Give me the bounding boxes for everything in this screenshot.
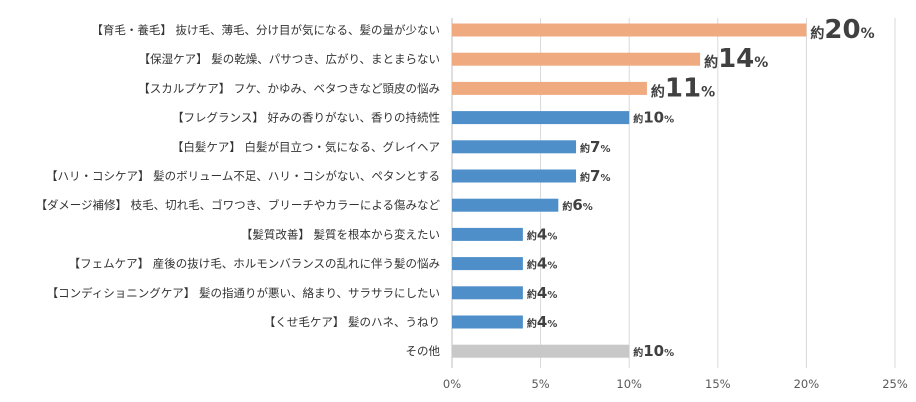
bar-layer xyxy=(452,23,807,358)
category-label: その他 xyxy=(406,344,441,358)
category-label: 【コンディショニングケア】 髪の指通りが悪い、絡まり、サラサラにしたい xyxy=(47,286,440,300)
data-label: 約11% xyxy=(651,73,715,103)
data-label: 約4% xyxy=(527,255,557,273)
x-tick-layer: 0% 5% 10% 15% 20% 25% xyxy=(443,377,908,391)
category-label-layer: 【育毛・養毛】 抜け毛、薄毛、分け目が気になる、髪の量が少ない【保湿ケア】 髪の… xyxy=(36,23,441,358)
data-label-value: 4 xyxy=(537,284,547,302)
bar xyxy=(452,52,701,66)
data-label-value: 11 xyxy=(665,73,701,103)
bar xyxy=(452,111,630,125)
data-label-prefix: 約 xyxy=(704,54,718,71)
data-label-value: 7 xyxy=(590,138,600,156)
data-label-prefix: 約 xyxy=(527,288,537,301)
data-label: 約10% xyxy=(633,342,674,360)
data-label-suffix: % xyxy=(547,261,557,272)
data-label: 約20% xyxy=(810,15,874,45)
category-label: 【育毛・養毛】 抜け毛、薄毛、分け目が気になる、髪の量が少ない xyxy=(91,23,440,37)
data-label-suffix: % xyxy=(664,115,674,126)
data-label-prefix: 約 xyxy=(651,83,665,100)
data-label-prefix: 約 xyxy=(527,229,537,242)
bar xyxy=(452,227,523,241)
category-label: 【ハリ・コシケア】 髪のボリューム不足、ハリ・コシがない、ペタンとする xyxy=(46,169,440,183)
data-label-suffix: % xyxy=(547,319,557,330)
data-label-suffix: % xyxy=(701,84,715,100)
data-label-prefix: 約 xyxy=(562,200,572,213)
data-label-value: 20 xyxy=(824,15,860,45)
bar xyxy=(452,315,523,329)
data-label-suffix: % xyxy=(583,202,593,213)
category-label: 【白髪ケア】 白髪が目立つ・気になる、グレイヘア xyxy=(172,140,440,154)
data-label-suffix: % xyxy=(861,26,875,42)
data-label-suffix: % xyxy=(600,173,610,184)
data-label-prefix: 約 xyxy=(810,25,824,42)
data-label-suffix: % xyxy=(547,290,557,301)
category-label: 【フレグランス】 好みの香りがない、香りの持続性 xyxy=(172,111,440,125)
x-tick-label: 0% xyxy=(443,377,461,391)
category-label: 【保湿ケア】 髪の乾燥、パサつき、広がり、まとまらない xyxy=(139,52,440,66)
x-tick-label: 25% xyxy=(882,377,908,391)
bar xyxy=(452,140,577,154)
bar xyxy=(452,23,807,37)
data-label: 約6% xyxy=(562,196,592,214)
bar xyxy=(452,198,559,212)
data-label-value: 6 xyxy=(572,196,582,214)
data-label-prefix: 約 xyxy=(580,171,590,184)
data-label-prefix: 約 xyxy=(633,346,643,359)
data-label-value: 14 xyxy=(718,44,754,74)
data-label: 約14% xyxy=(704,44,768,74)
data-label-prefix: 約 xyxy=(580,142,590,155)
category-label: 【フェムケア】 産後の抜け毛、ホルモンバランスの乱れに伴う髪の悩み xyxy=(69,257,440,271)
data-label-layer: 約20%約14%約11%約10%約7%約7%約6%約4%約4%約4%約4%約10… xyxy=(527,15,875,360)
data-label: 約4% xyxy=(527,284,557,302)
category-label: 【スカルプケア】 フケ、かゆみ、ベタつきなど頭皮の悩み xyxy=(138,81,440,95)
data-label-prefix: 約 xyxy=(527,259,537,272)
data-label: 約7% xyxy=(580,138,610,156)
data-label-value: 10 xyxy=(643,342,664,360)
data-label-prefix: 約 xyxy=(633,113,643,126)
data-label-prefix: 約 xyxy=(527,317,537,330)
data-label-suffix: % xyxy=(600,144,610,155)
data-label: 約7% xyxy=(580,167,610,185)
data-label-value: 4 xyxy=(537,313,547,331)
x-tick-label: 15% xyxy=(705,377,731,391)
data-label-suffix: % xyxy=(664,348,674,359)
bar xyxy=(452,169,577,183)
bar xyxy=(452,344,630,358)
data-label-value: 7 xyxy=(590,167,600,185)
data-label: 約4% xyxy=(527,313,557,331)
bar xyxy=(452,286,523,300)
category-label: 【くせ毛ケア】 髪のハネ、うねり xyxy=(264,315,440,329)
category-label: 【ダメージ補修】 枝毛、切れ毛、ゴワつき、ブリーチやカラーによる傷みなど xyxy=(36,198,441,212)
data-label: 約4% xyxy=(527,225,557,243)
grid-layer xyxy=(451,18,896,368)
bar xyxy=(452,81,647,95)
x-tick-label: 10% xyxy=(616,377,642,391)
data-label: 約10% xyxy=(633,109,674,127)
data-label-value: 10 xyxy=(643,109,664,127)
bar xyxy=(452,257,523,271)
data-label-value: 4 xyxy=(537,225,547,243)
data-label-value: 4 xyxy=(537,255,547,273)
x-tick-label: 20% xyxy=(794,377,820,391)
category-label: 【髪質改善】 髪質を根本から変えたい xyxy=(241,227,440,241)
x-tick-label: 5% xyxy=(531,377,549,391)
data-label-suffix: % xyxy=(547,231,557,242)
data-label-suffix: % xyxy=(754,55,768,71)
